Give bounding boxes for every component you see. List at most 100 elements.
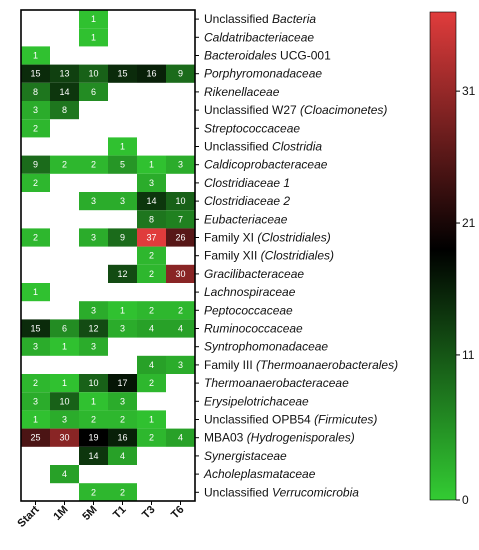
- heatmap-cell: [50, 428, 79, 447]
- colorbar-tick-label: 31: [462, 84, 476, 98]
- heatmap-cell: [108, 483, 137, 502]
- row-label: Caldatribacteriaceae: [204, 30, 314, 44]
- cell-value-label: 3: [178, 360, 183, 370]
- cell-value-label: 10: [175, 196, 185, 206]
- cell-value-label: 9: [33, 160, 38, 170]
- row-label: Bacteroidales UCG-001: [204, 49, 331, 63]
- heatmap-cell: [79, 446, 108, 465]
- row-label: Ruminococcaceae: [204, 322, 303, 336]
- cell-value-label: 1: [91, 396, 96, 406]
- heatmap-cell: [21, 374, 50, 393]
- heatmap-cell: [137, 355, 166, 374]
- column-label: Start: [15, 503, 41, 529]
- cell-value-label: 9: [178, 69, 183, 79]
- cell-value-label: 14: [59, 87, 69, 97]
- heatmap-cell: [137, 173, 166, 192]
- column-labels: Start 1M 5M T1 T3 T6: [15, 501, 187, 530]
- cell-value-label: 1: [62, 342, 67, 352]
- heatmap-cell: [21, 46, 50, 65]
- row-label: Peptococcaceae: [204, 303, 293, 317]
- cell-value-label: 4: [120, 451, 125, 461]
- cell-value-label: 3: [62, 415, 67, 425]
- cell-value-label: 30: [59, 433, 69, 443]
- cell-value-label: 9: [120, 233, 125, 243]
- heatmap-cell: [50, 337, 79, 356]
- heatmap-cell: [108, 264, 137, 283]
- heatmap-cell: [166, 228, 195, 247]
- heatmap-cell: [108, 64, 137, 83]
- column-label: T6: [169, 504, 187, 522]
- cell-value-label: 10: [59, 396, 69, 406]
- cell-value-label: 4: [62, 469, 67, 479]
- cell-value-label: 3: [91, 305, 96, 315]
- heatmap-cell: [137, 155, 166, 174]
- cell-value-label: 7: [178, 214, 183, 224]
- heatmap-cell: [50, 101, 79, 120]
- heatmap-cell: [50, 64, 79, 83]
- heatmap-cell: [137, 192, 166, 211]
- cell-value-label: 13: [59, 69, 69, 79]
- heatmap-cell: [79, 374, 108, 393]
- column-label: 5M: [80, 504, 99, 523]
- heatmap-cell: [108, 392, 137, 411]
- cell-value-label: 12: [88, 324, 98, 334]
- row-label: Family XI (Clostridiales): [204, 231, 331, 245]
- heatmap-cell: [137, 374, 166, 393]
- heatmap-cell: [79, 28, 108, 47]
- heatmap-cell: [21, 64, 50, 83]
- heatmap-cell: [166, 355, 195, 374]
- cell-value-label: 3: [91, 196, 96, 206]
- cell-value-label: 4: [178, 433, 183, 443]
- heatmap-cell: [50, 392, 79, 411]
- column-label: 1M: [51, 504, 70, 523]
- cell-value-label: 8: [149, 214, 154, 224]
- row-label: Thermoanaerobacteraceae: [204, 376, 349, 390]
- heatmap-cell: [21, 119, 50, 138]
- cell-value-label: 2: [149, 269, 154, 279]
- row-label: Erysipelotrichaceae: [204, 394, 309, 408]
- heatmap-cell: [137, 410, 166, 429]
- heatmap-cell: [21, 173, 50, 192]
- cell-value-label: 1: [33, 415, 38, 425]
- heatmap-cell: [79, 337, 108, 356]
- row-label: Unclassified W27 (Cloacimonetes): [204, 103, 387, 117]
- heatmap-cell: [79, 392, 108, 411]
- heatmap-cell: [137, 246, 166, 265]
- cell-value-label: 2: [149, 433, 154, 443]
- colorbar-tick-label: 21: [462, 216, 476, 230]
- row-label: Gracilibacteraceae: [204, 267, 304, 281]
- cell-value-label: 5: [120, 160, 125, 170]
- row-label: Clostridiaceae 2: [204, 194, 290, 208]
- heatmap-cell: [137, 319, 166, 338]
- cell-value-label: 26: [175, 233, 185, 243]
- heatmap-cell: [21, 82, 50, 101]
- cell-value-label: 2: [62, 160, 67, 170]
- cell-value-label: 6: [62, 324, 67, 334]
- colorbar-tick-label: 11: [462, 348, 475, 362]
- heatmap-cell: [50, 155, 79, 174]
- cell-value-label: 37: [146, 233, 156, 243]
- cell-value-label: 1: [120, 142, 125, 152]
- heatmap-cell: [108, 137, 137, 156]
- row-label: Unclassified Bacteria: [204, 12, 316, 26]
- cell-value-label: 8: [62, 105, 67, 115]
- cell-value-label: 2: [91, 415, 96, 425]
- cell-value-label: 2: [33, 233, 38, 243]
- cell-value-label: 3: [120, 324, 125, 334]
- cell-value-label: 4: [178, 324, 183, 334]
- heatmap-cell: [137, 428, 166, 447]
- cell-value-label: 2: [120, 415, 125, 425]
- cell-value-label: 2: [149, 378, 154, 388]
- heatmap-cell: [166, 210, 195, 229]
- cell-value-label: 6: [91, 87, 96, 97]
- cell-value-label: 1: [62, 378, 67, 388]
- row-label: MBA03 (Hydrogenisporales): [204, 431, 355, 445]
- heatmap-cell: [108, 374, 137, 393]
- heatmap-cell: [79, 483, 108, 502]
- cell-value-label: 3: [120, 196, 125, 206]
- cell-value-label: 25: [30, 433, 40, 443]
- cell-value-label: 2: [33, 123, 38, 133]
- heatmap-cell: [166, 64, 195, 83]
- heatmap-cell: [166, 428, 195, 447]
- heatmap-cell: [137, 264, 166, 283]
